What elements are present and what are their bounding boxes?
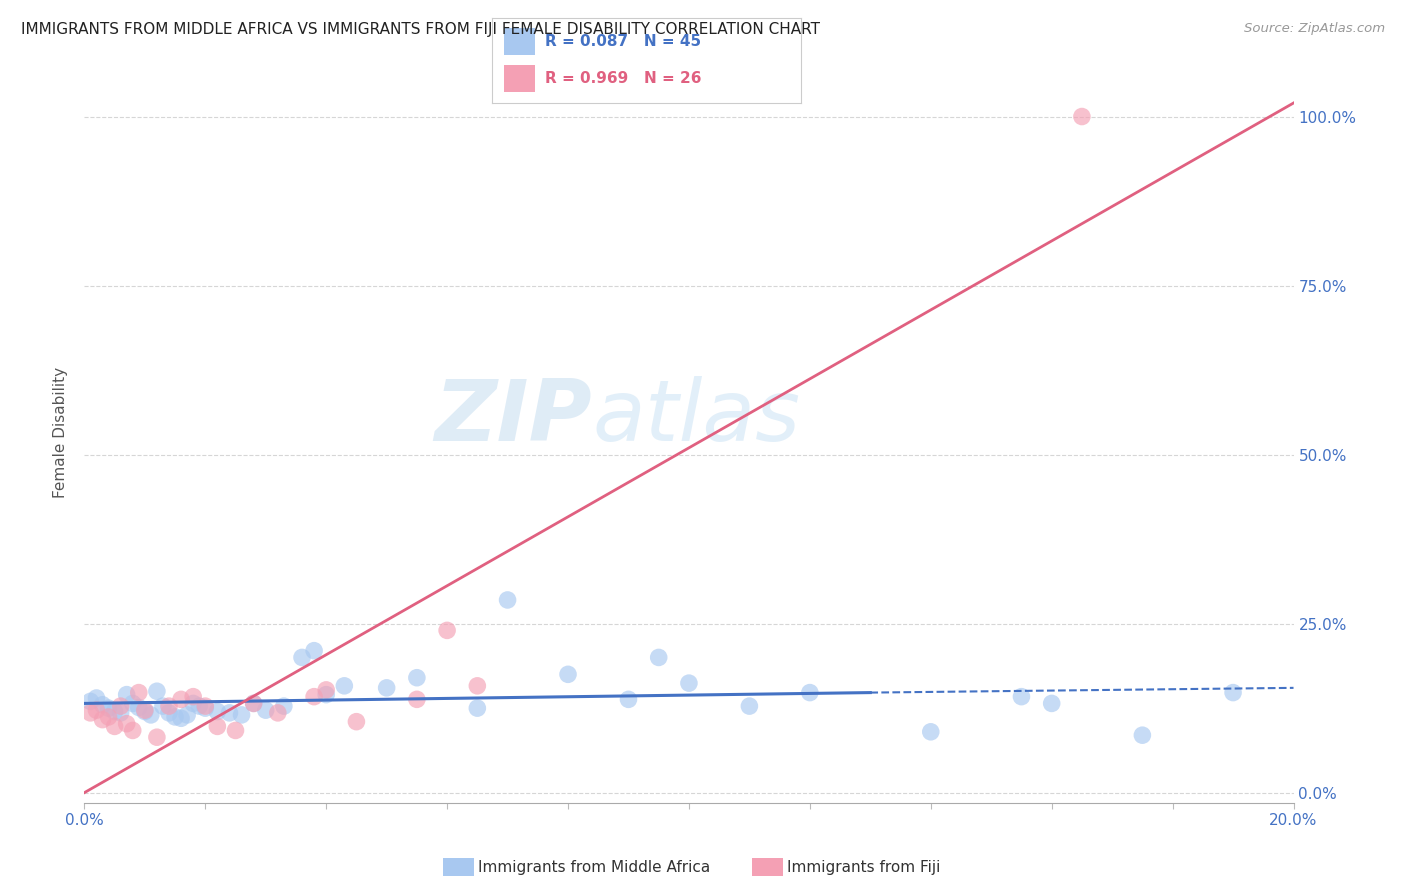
Point bbox=[152, 699, 174, 714]
Point bbox=[218, 706, 240, 720]
Point bbox=[467, 701, 489, 715]
Point bbox=[1011, 690, 1033, 704]
Point bbox=[181, 697, 204, 711]
Point bbox=[254, 703, 277, 717]
Point bbox=[920, 724, 942, 739]
Point bbox=[194, 701, 217, 715]
Point bbox=[302, 690, 325, 704]
Text: R = 0.087   N = 45: R = 0.087 N = 45 bbox=[544, 34, 700, 49]
Point bbox=[1130, 728, 1153, 742]
Point bbox=[79, 694, 101, 708]
Point bbox=[104, 705, 127, 719]
Point bbox=[115, 716, 138, 731]
Point bbox=[86, 691, 108, 706]
Point bbox=[194, 699, 217, 714]
Y-axis label: Female Disability: Female Disability bbox=[53, 367, 69, 499]
Point bbox=[315, 682, 337, 697]
Point bbox=[79, 706, 101, 720]
Point bbox=[1040, 697, 1063, 711]
Point bbox=[799, 685, 821, 699]
Point bbox=[496, 593, 519, 607]
Point bbox=[157, 706, 180, 720]
Text: Immigrants from Middle Africa: Immigrants from Middle Africa bbox=[478, 860, 710, 874]
Point bbox=[121, 723, 143, 738]
Point bbox=[406, 692, 429, 706]
Point bbox=[207, 719, 229, 733]
Point bbox=[157, 699, 180, 714]
Bar bbox=[505, 28, 536, 55]
Text: Source: ZipAtlas.com: Source: ZipAtlas.com bbox=[1244, 22, 1385, 36]
Text: IMMIGRANTS FROM MIDDLE AFRICA VS IMMIGRANTS FROM FIJI FEMALE DISABILITY CORRELAT: IMMIGRANTS FROM MIDDLE AFRICA VS IMMIGRA… bbox=[21, 22, 820, 37]
Point bbox=[181, 690, 204, 704]
Point bbox=[128, 685, 150, 699]
Point bbox=[648, 650, 671, 665]
Point bbox=[406, 671, 429, 685]
Point bbox=[97, 710, 120, 724]
Point bbox=[91, 713, 114, 727]
Point bbox=[267, 706, 290, 720]
Point bbox=[176, 707, 198, 722]
Text: R = 0.969   N = 26: R = 0.969 N = 26 bbox=[544, 71, 702, 87]
Point bbox=[207, 705, 229, 719]
Point bbox=[375, 681, 398, 695]
Point bbox=[188, 699, 211, 714]
Bar bbox=[505, 65, 536, 93]
Point bbox=[273, 699, 295, 714]
Point bbox=[139, 707, 162, 722]
Point bbox=[110, 706, 132, 720]
Point bbox=[97, 701, 120, 715]
Point bbox=[91, 698, 114, 712]
Point bbox=[557, 667, 579, 681]
Point bbox=[242, 697, 264, 711]
Point bbox=[165, 710, 187, 724]
Point bbox=[146, 730, 169, 744]
Text: atlas: atlas bbox=[592, 376, 800, 459]
Point bbox=[333, 679, 356, 693]
Point bbox=[291, 650, 314, 665]
Point bbox=[315, 688, 337, 702]
Point bbox=[302, 643, 325, 657]
Point bbox=[678, 676, 700, 690]
Point bbox=[231, 707, 253, 722]
Point bbox=[1071, 110, 1094, 124]
Point bbox=[134, 705, 156, 719]
Text: ZIP: ZIP bbox=[434, 376, 592, 459]
Point bbox=[346, 714, 368, 729]
Point bbox=[146, 684, 169, 698]
Point bbox=[110, 699, 132, 714]
Point bbox=[1222, 685, 1244, 699]
Point bbox=[170, 692, 193, 706]
Point bbox=[121, 697, 143, 711]
Point bbox=[86, 703, 108, 717]
Point bbox=[242, 697, 264, 711]
Point bbox=[134, 703, 156, 717]
Point bbox=[738, 699, 761, 714]
Point bbox=[467, 679, 489, 693]
Point bbox=[170, 711, 193, 725]
Point bbox=[115, 688, 138, 702]
Point bbox=[617, 692, 640, 706]
Point bbox=[128, 700, 150, 714]
Text: Immigrants from Fiji: Immigrants from Fiji bbox=[787, 860, 941, 874]
Point bbox=[436, 624, 458, 638]
Point bbox=[104, 719, 127, 733]
Point bbox=[225, 723, 247, 738]
